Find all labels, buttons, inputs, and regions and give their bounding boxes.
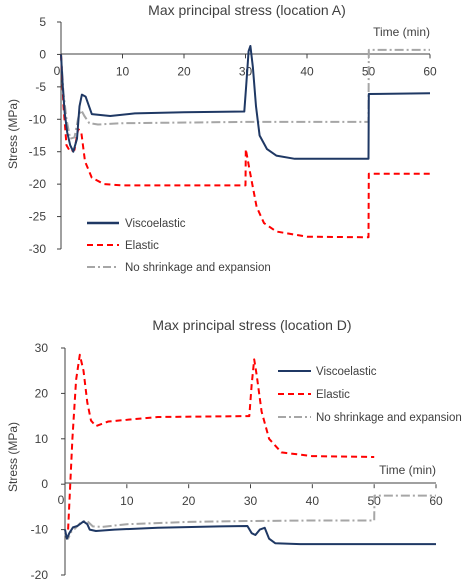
legend-d-label-viscoelastic: Viscoelastic: [316, 366, 377, 378]
chart-a-series-viscoelastic: [60, 45, 431, 160]
chart-a-ytick-label: 0: [39, 47, 46, 61]
chart-a: Max principal stress (location A) Stress…: [6, 2, 437, 274]
chart-a-ytick-label: -10: [29, 112, 47, 126]
chart-a-legend: Viscoelastic Elastic No shrinkage and ex…: [87, 218, 271, 274]
chart-a-series-elastic: [60, 54, 430, 239]
chart-d-xtick-label: 10: [120, 494, 134, 508]
chart-d-ylabel: Stress (MPa): [6, 422, 20, 492]
chart-d-xtick-label: 60: [429, 494, 443, 508]
chart-d-series-viscoelastic: [64, 520, 436, 546]
chart-a-ylabel: Stress (MPa): [6, 99, 20, 169]
chart-d: Max principal stress (location D) Stress…: [6, 317, 462, 579]
chart-a-ytick-label: 5: [39, 15, 46, 29]
chart-d-xtick-label: 40: [306, 494, 320, 508]
chart-d-title: Max principal stress (location D): [152, 317, 351, 333]
chart-d-xlabel: Time (min): [379, 463, 436, 477]
chart-a-series-no-shrinkage-and-expansion: [60, 48, 430, 140]
chart-a-xtick-label: 20: [177, 64, 191, 78]
chart-d-ytick-label: -20: [31, 568, 49, 579]
chart-d-ytick-label: 20: [35, 386, 49, 400]
chart-a-ytick-label: -30: [29, 242, 47, 256]
legend-a-label-elastic: Elastic: [125, 240, 159, 252]
chart-a-xtick-label: 60: [423, 64, 437, 78]
chart-a-ytick-label: -15: [29, 145, 47, 159]
legend-d-label-elastic: Elastic: [316, 389, 350, 401]
chart-a-ytick-label: -20: [29, 177, 47, 191]
chart-d-xtick-label: 20: [182, 494, 196, 508]
chart-a-origin-label: 0: [54, 64, 61, 78]
legend-a-label-no-shrinkage: No shrinkage and expansion: [125, 262, 271, 274]
chart-d-ytick-label: 10: [35, 432, 49, 446]
chart-a-xtick-label: 10: [116, 64, 130, 78]
chart-d-xtick-label: 30: [244, 494, 258, 508]
chart-a-ytick-label: -25: [29, 210, 47, 224]
chart-a-xlabel: Time (min): [373, 25, 430, 39]
chart-d-origin-label: 0: [58, 493, 65, 507]
chart-d-ytick-label: 30: [35, 341, 49, 355]
chart-d-series-elastic: [67, 353, 375, 530]
chart-d-ytick-label: -10: [31, 523, 49, 537]
chart-d-ytick-label: 0: [41, 477, 48, 491]
legend-a-label-viscoelastic: Viscoelastic: [125, 218, 186, 230]
chart-a-title: Max principal stress (location A): [148, 2, 346, 18]
chart-a-ytick-label: -5: [35, 80, 46, 94]
chart-a-xtick-label: 30: [239, 64, 253, 78]
legend-d-label-no-shrinkage: No shrinkage and expansion: [316, 412, 462, 424]
chart-a-xtick-label: 40: [300, 64, 314, 78]
chart-d-series-no-shrinkage-and-expansion: [64, 494, 436, 540]
chart-d-legend: Viscoelastic Elastic No shrinkage and ex…: [278, 366, 462, 424]
